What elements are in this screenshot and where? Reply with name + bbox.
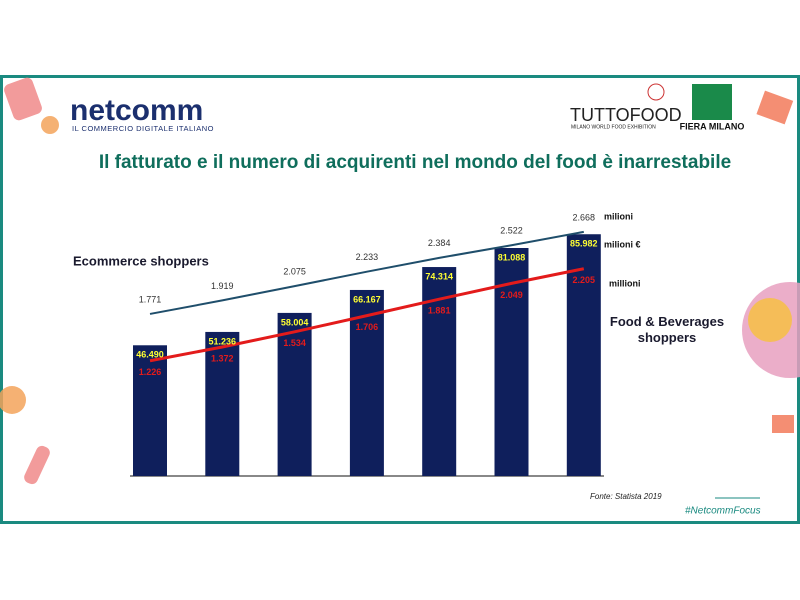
logo: netcomm [70, 94, 203, 127]
chart-title: Il fatturato e il numero di acquirenti n… [99, 152, 731, 173]
series-label: Ecommerce shoppers [73, 253, 209, 268]
data-label: 1.771 [139, 294, 162, 304]
bar [566, 234, 601, 476]
data-label: 85.982 [570, 239, 598, 249]
data-label: 2.233 [356, 252, 379, 262]
data-label: 1.534 [283, 338, 306, 348]
unit-label: milioni € [604, 239, 641, 249]
data-label: 2.075 [283, 267, 306, 277]
data-label: 58.004 [281, 317, 309, 327]
source: Fonte: Statista 2019 [590, 492, 662, 501]
data-label: 2.668 [573, 212, 596, 222]
data-label: 1.226 [139, 367, 162, 377]
logo-tagline: IL COMMERCIO DIGITALE ITALIANO [72, 124, 214, 133]
bar [205, 331, 240, 476]
data-label: 2.522 [500, 226, 523, 236]
partner-icon [692, 84, 732, 120]
unit-label: millioni [609, 278, 641, 288]
data-label: 2.384 [428, 238, 451, 248]
data-label: 51.236 [209, 336, 237, 346]
partner-tagline: MILANO WORLD FOOD EXHIBITION [571, 124, 656, 130]
partner-logo: TUTTOFOOD [570, 105, 682, 125]
decoration [0, 77, 800, 485]
data-label: 66.167 [353, 294, 381, 304]
data-label: 74.314 [425, 271, 453, 281]
slide-frame [0, 75, 800, 524]
data-label: 1.919 [211, 281, 234, 291]
bar [133, 345, 167, 476]
data-label: 2.205 [573, 275, 596, 285]
bar [277, 312, 312, 476]
unit-label: milioni [604, 211, 633, 221]
hashtag: #NetcommFocus [685, 506, 761, 517]
bar [349, 289, 384, 476]
partner-icon [647, 83, 665, 101]
line [149, 267, 585, 363]
data-label: 1.372 [211, 353, 234, 363]
data-label: 1.881 [428, 306, 451, 316]
data-label: 81.088 [498, 252, 526, 262]
data-label: 2.049 [500, 290, 523, 300]
data-label: 46.490 [136, 350, 164, 360]
data-label: 1.706 [356, 322, 379, 332]
partner-logo: FIERA MILANO [680, 121, 745, 131]
line [149, 230, 584, 315]
series-label: Food & Beverages shoppers [609, 314, 725, 345]
